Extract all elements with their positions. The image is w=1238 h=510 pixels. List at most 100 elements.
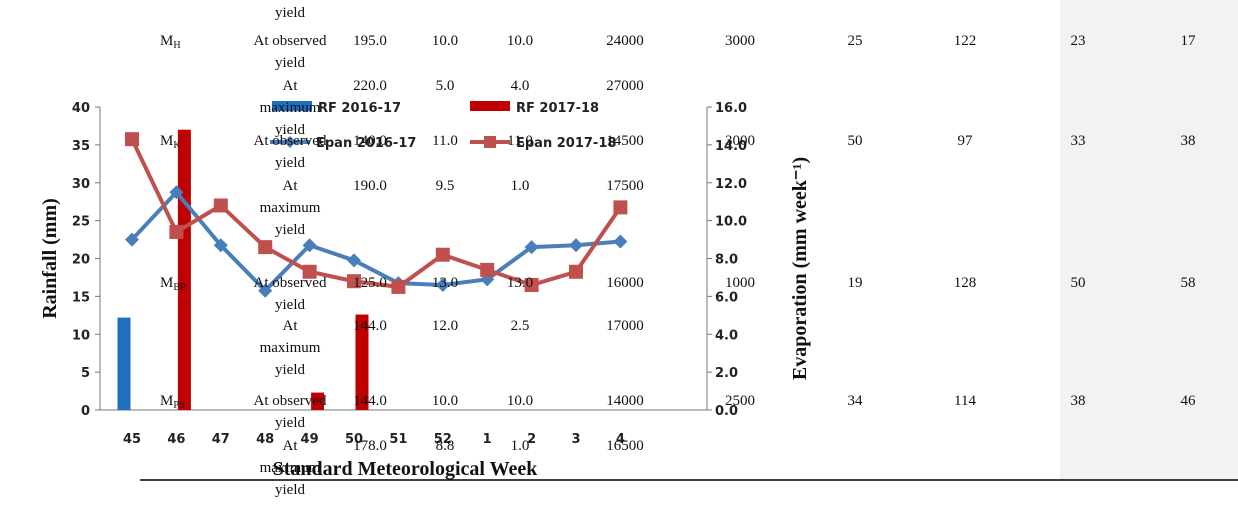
table-cell: 125.0 bbox=[353, 275, 387, 291]
table-cell: 9.5 bbox=[436, 178, 455, 194]
x-tick-label: 1 bbox=[483, 432, 492, 447]
condition: yield bbox=[275, 362, 305, 378]
table-cell: 3000 bbox=[725, 133, 755, 149]
y2-tick-label: 0.0 bbox=[715, 404, 738, 419]
row-label-main: M bbox=[160, 393, 173, 409]
table-cell: 1000 bbox=[725, 275, 755, 291]
table-cell: 50 bbox=[848, 133, 863, 149]
table-cell: 24000 bbox=[606, 33, 644, 49]
x-tick-label: 47 bbox=[212, 432, 230, 447]
table-cell: 114 bbox=[954, 393, 976, 409]
condition: yield bbox=[275, 222, 305, 238]
legend-swatch bbox=[272, 101, 312, 111]
table-cell: 144.0 bbox=[353, 318, 387, 334]
y-tick-label: 40 bbox=[72, 101, 90, 116]
y2-tick-label: 8.0 bbox=[715, 253, 738, 268]
condition: At bbox=[283, 178, 299, 194]
marker bbox=[569, 238, 583, 253]
table-cell: 122 bbox=[954, 33, 977, 49]
marker bbox=[302, 238, 317, 253]
table-cell: 4.0 bbox=[511, 78, 530, 94]
y-tick-label: 15 bbox=[72, 290, 90, 305]
table-cell: 140.0 bbox=[353, 133, 387, 149]
y-tick-label: 25 bbox=[72, 215, 90, 230]
table-cell: 5.0 bbox=[436, 78, 455, 94]
table-cell: 13.0 bbox=[507, 275, 533, 291]
condition: yield bbox=[275, 415, 305, 431]
row-label-sub: BP bbox=[173, 282, 186, 293]
y2-tick-label: 6.0 bbox=[715, 290, 738, 305]
x-tick-label: 48 bbox=[256, 432, 274, 447]
legend-label: Epan 2016-17 bbox=[316, 136, 416, 151]
marker bbox=[169, 224, 184, 239]
marker bbox=[435, 247, 450, 262]
row-label: MBP bbox=[160, 275, 186, 293]
legend-marker bbox=[284, 136, 296, 148]
marker bbox=[169, 185, 184, 200]
marker bbox=[569, 264, 583, 279]
table-cell: 190.0 bbox=[353, 178, 387, 194]
condition: At observed bbox=[254, 133, 327, 149]
y-tick-label: 30 bbox=[72, 177, 90, 192]
condition: maximum bbox=[260, 460, 321, 476]
y2-tick-label: 12.0 bbox=[715, 177, 747, 192]
table-cell: 25 bbox=[848, 33, 863, 49]
bar bbox=[177, 129, 191, 410]
table-cell: 11.0 bbox=[432, 133, 458, 149]
y2-tick-label: 4.0 bbox=[715, 328, 738, 343]
condition: maximum bbox=[260, 340, 321, 356]
condition: yield bbox=[275, 297, 305, 313]
table-cell: 46 bbox=[1181, 393, 1197, 409]
x-tick-label: 2 bbox=[527, 432, 536, 447]
marker bbox=[302, 264, 317, 279]
table-cell: 2500 bbox=[725, 393, 755, 409]
y-tick-label: 10 bbox=[72, 328, 90, 343]
y2-axis-title: Evaporation (mm week⁻¹) bbox=[789, 157, 811, 380]
table-cell: 17000 bbox=[606, 318, 644, 334]
condition: yield bbox=[275, 482, 305, 498]
condition: maximum bbox=[260, 100, 321, 116]
condition: At bbox=[283, 438, 299, 454]
y2-tick-label: 10.0 bbox=[715, 215, 747, 230]
table-cell: 12.0 bbox=[432, 318, 458, 334]
x-tick-label: 46 bbox=[167, 432, 185, 447]
row-label-main: M bbox=[160, 133, 173, 149]
bar bbox=[117, 317, 131, 410]
marker bbox=[435, 278, 450, 293]
legend-label: Epan 2017-18 bbox=[516, 136, 616, 151]
table-cell: 34 bbox=[848, 393, 864, 409]
marker bbox=[347, 274, 361, 289]
row-label: MH bbox=[160, 33, 181, 51]
marker bbox=[613, 200, 628, 215]
bar bbox=[311, 392, 325, 410]
table-cell: 11.0 bbox=[507, 133, 533, 149]
y-tick-label: 35 bbox=[72, 139, 90, 154]
bar bbox=[355, 314, 369, 410]
table-cell: 10.0 bbox=[507, 33, 533, 49]
y2-tick-label: 16.0 bbox=[715, 101, 747, 116]
table-cell: 50 bbox=[1071, 275, 1086, 291]
table-cell: 19 bbox=[848, 275, 863, 291]
condition: At observed bbox=[254, 275, 327, 291]
marker bbox=[213, 198, 228, 213]
marker bbox=[125, 232, 139, 247]
marker bbox=[524, 278, 539, 293]
table-cell: 10.0 bbox=[432, 393, 458, 409]
chart-background bbox=[0, 90, 825, 490]
x-tick-label: 3 bbox=[571, 432, 580, 447]
condition: maximum bbox=[260, 200, 321, 216]
x-tick-label: 50 bbox=[345, 432, 363, 447]
condition: At bbox=[283, 78, 299, 94]
table-cell: 178.0 bbox=[353, 438, 387, 454]
table-cell: 38 bbox=[1181, 133, 1196, 149]
table-cell: 38 bbox=[1071, 393, 1086, 409]
y-tick-label: 5 bbox=[81, 366, 90, 381]
table-cell: 16000 bbox=[606, 275, 644, 291]
y2-tick-label: 2.0 bbox=[715, 366, 738, 381]
marker bbox=[347, 253, 361, 268]
condition: At bbox=[283, 318, 299, 334]
legend-swatch bbox=[470, 101, 510, 111]
table-cell: 16500 bbox=[606, 438, 644, 454]
y-axis-title: Rainfall (mm) bbox=[39, 198, 61, 319]
